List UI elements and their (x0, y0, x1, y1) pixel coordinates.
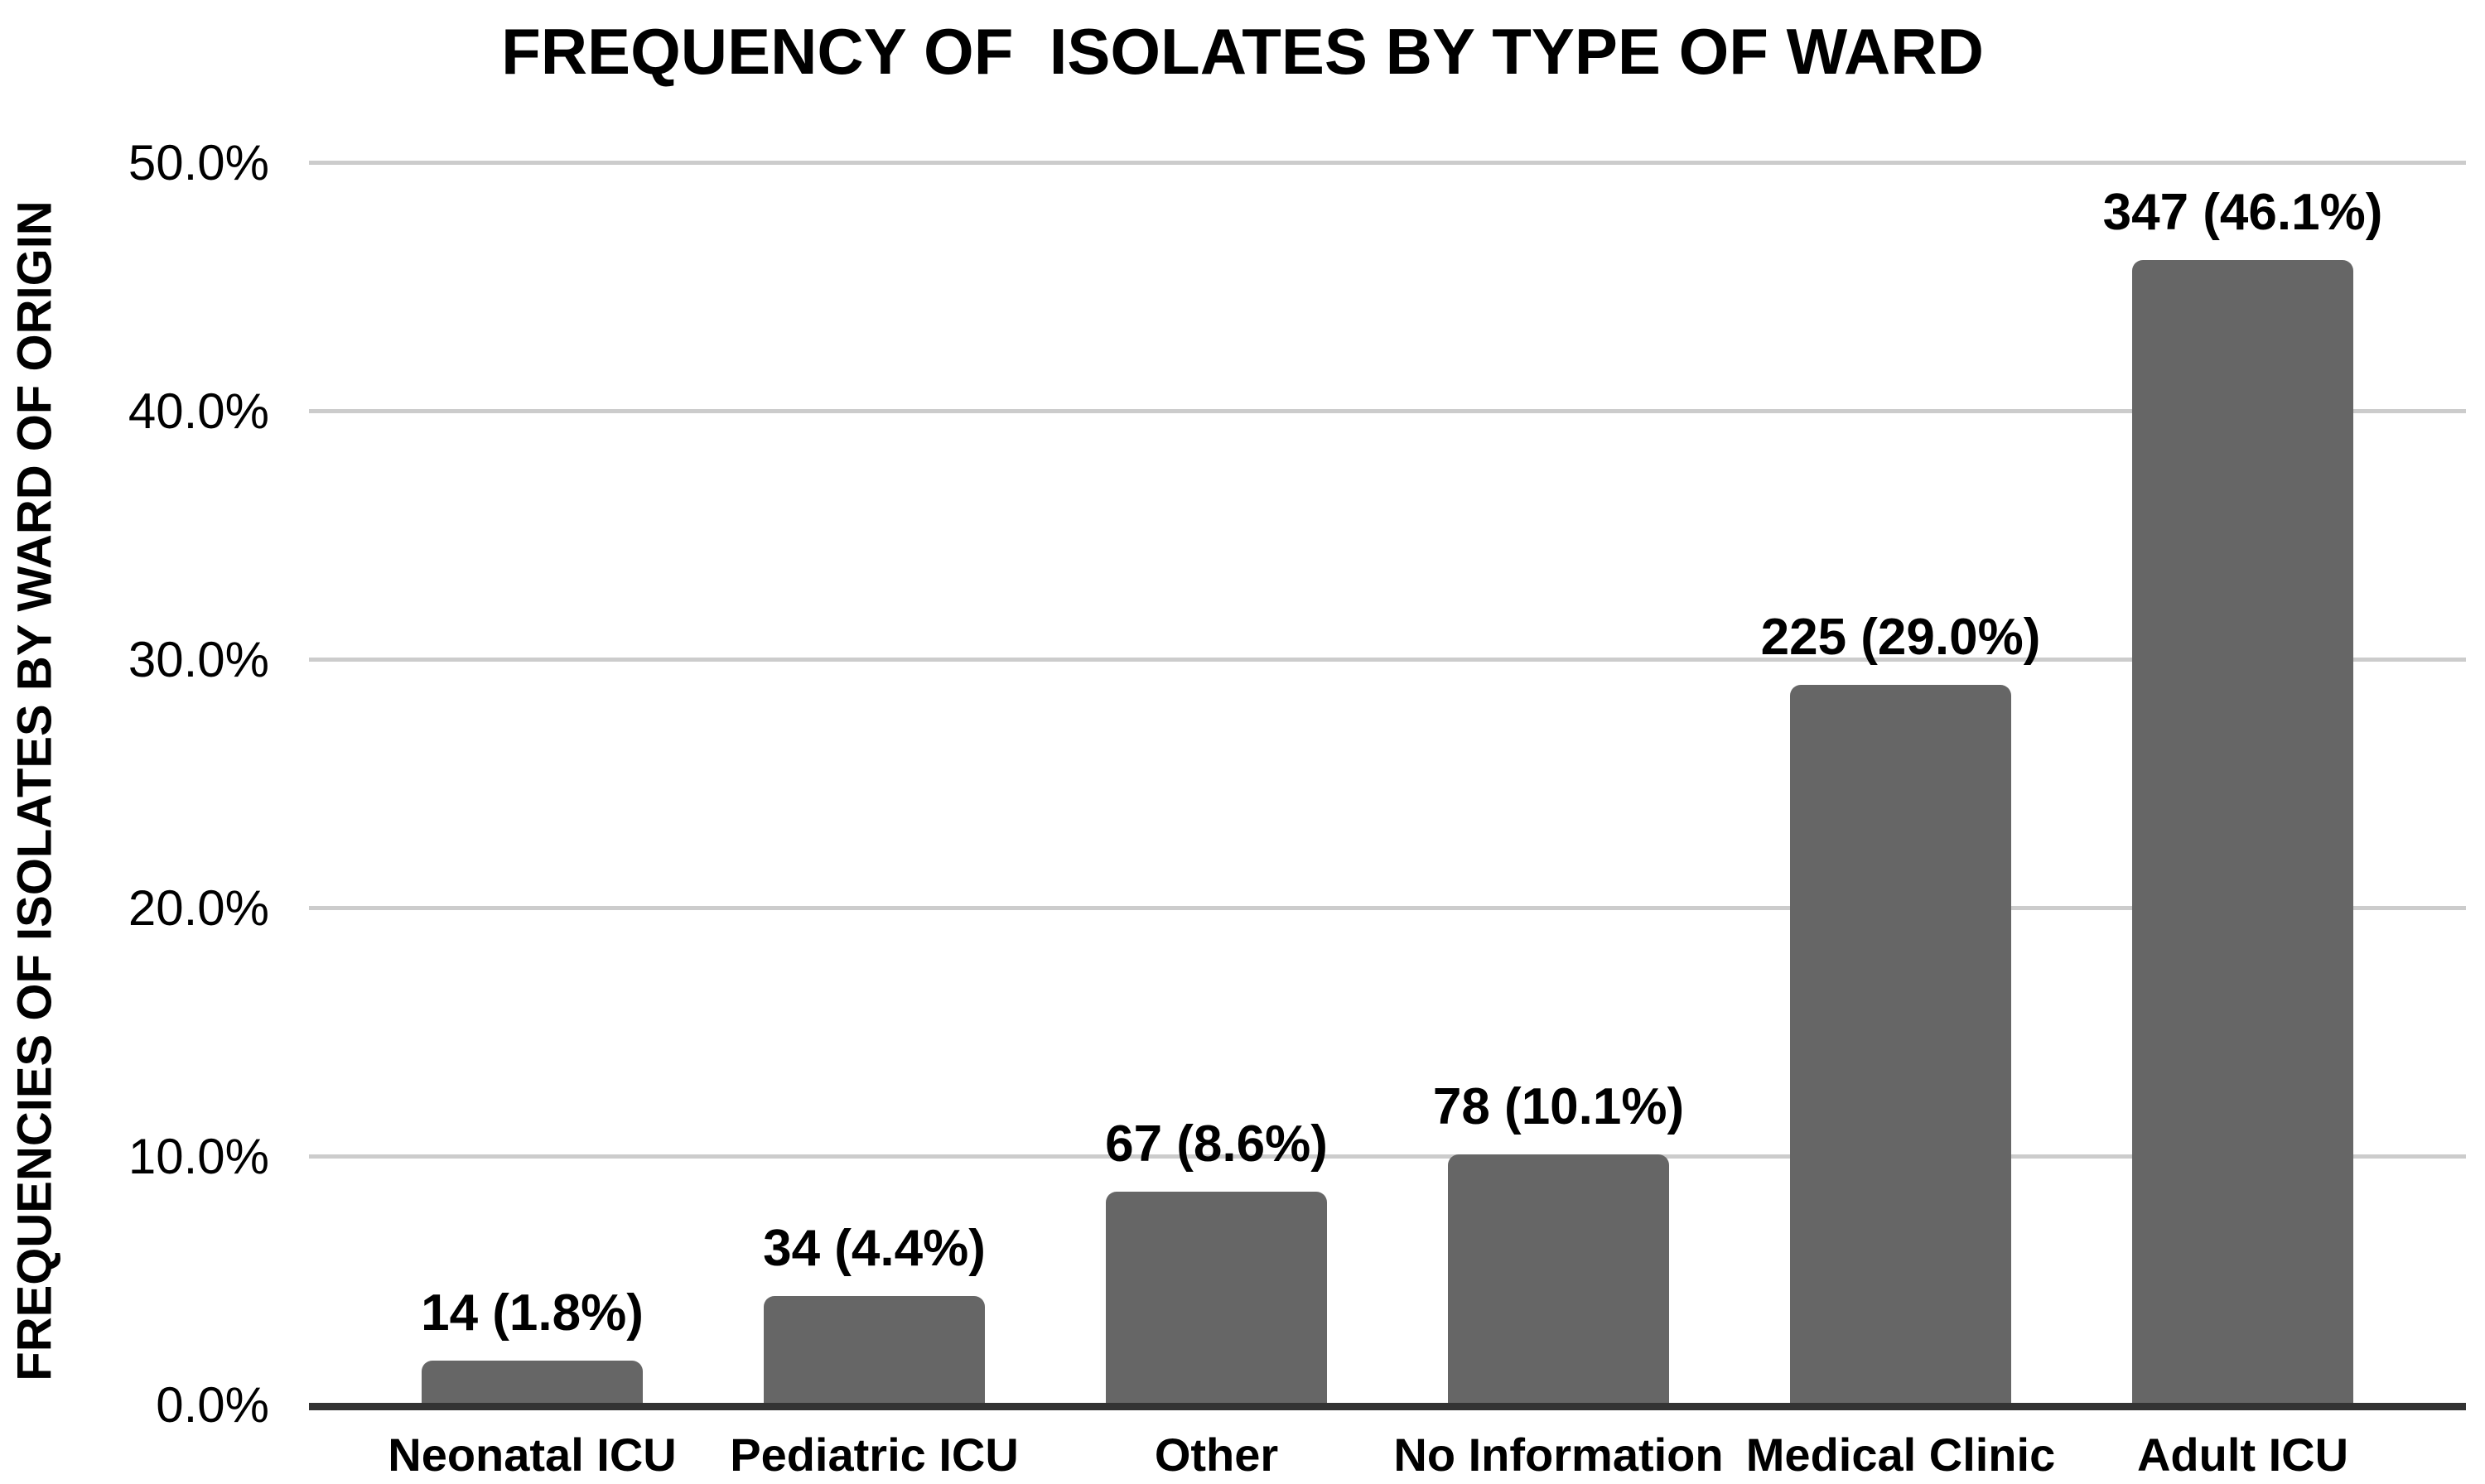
bar-other (1106, 1192, 1327, 1405)
bar-neonatal-icu (422, 1361, 643, 1405)
gridline-40 (309, 409, 2466, 413)
bar-value-label-adult-icu: 347 (46.1%) (2102, 184, 2383, 241)
bar-group-no-information: 78 (10.1%) (1387, 163, 1730, 1405)
chart-title: FREQUENCY OF ISOLATES BY TYPE OF WARD (501, 15, 1984, 88)
y-tick-label-0: 0.0% (156, 1377, 269, 1433)
y-tick-label-50: 50.0% (128, 135, 269, 190)
bar-value-label-other: 67 (8.6%) (1105, 1115, 1328, 1173)
bar-value-label-no-information: 78 (10.1%) (1432, 1078, 1685, 1135)
x-axis-labels: Neonatal ICU Pediatric ICU Other No Informa… (361, 1405, 2414, 1482)
y-tick-label-10: 10.0% (128, 1129, 269, 1184)
bar-no-information (1448, 1154, 1669, 1405)
bar-medical-clinic (1790, 685, 2011, 1405)
plot-area: 14 (1.8%) 34 (4.4%) 67 (8.6%) 78 (10.1%) 225… (128, 138, 2466, 1481)
gridline-30 (309, 658, 2466, 662)
x-axis-label-adult-icu: Adult ICU (2136, 1429, 2349, 1481)
bar-group-medical-clinic: 225 (29.0%) (1730, 163, 2072, 1405)
gridline-10 (309, 1154, 2466, 1159)
bar-group-neonatal-icu: 14 (1.8%) (361, 163, 703, 1405)
bar-group-adult-icu: 347 (46.1%) (2072, 163, 2414, 1405)
bars-row: 14 (1.8%) 34 (4.4%) 67 (8.6%) 78 (10.1%) 225… (361, 163, 2414, 1405)
x-axis-label-medical-clinic: Medical Clinic (1745, 1429, 2056, 1481)
y-tick-label-20: 20.0% (128, 880, 269, 936)
bar-value-label-medical-clinic: 225 (29.0%) (1760, 609, 2041, 666)
x-axis-line (309, 1403, 2466, 1410)
y-tick-label-40: 40.0% (128, 383, 269, 439)
bar-value-label-neonatal-icu: 14 (1.8%) (421, 1284, 644, 1342)
bar-group-other: 67 (8.6%) (1045, 163, 1387, 1405)
x-axis-label-pediatric-icu: Pediatric ICU (730, 1429, 1019, 1481)
x-axis-label-no-information: No Information (1393, 1429, 1724, 1481)
gridline-20 (309, 906, 2466, 910)
bar-value-label-pediatric-icu: 34 (4.4%) (763, 1220, 986, 1277)
x-axis-label-neonatal-icu: Neonatal ICU (388, 1429, 677, 1481)
y-axis-title: FREQUENCIES OF ISOLATES BY WARD OF ORIGI… (7, 200, 62, 1381)
bar-pediatric-icu (764, 1296, 985, 1405)
bar-group-pediatric-icu: 34 (4.4%) (703, 163, 1045, 1405)
gridline-50 (309, 161, 2466, 165)
x-axis-label-other: Other (1154, 1429, 1279, 1481)
y-tick-label-30: 30.0% (128, 632, 269, 687)
bar-adult-icu (2132, 260, 2353, 1405)
